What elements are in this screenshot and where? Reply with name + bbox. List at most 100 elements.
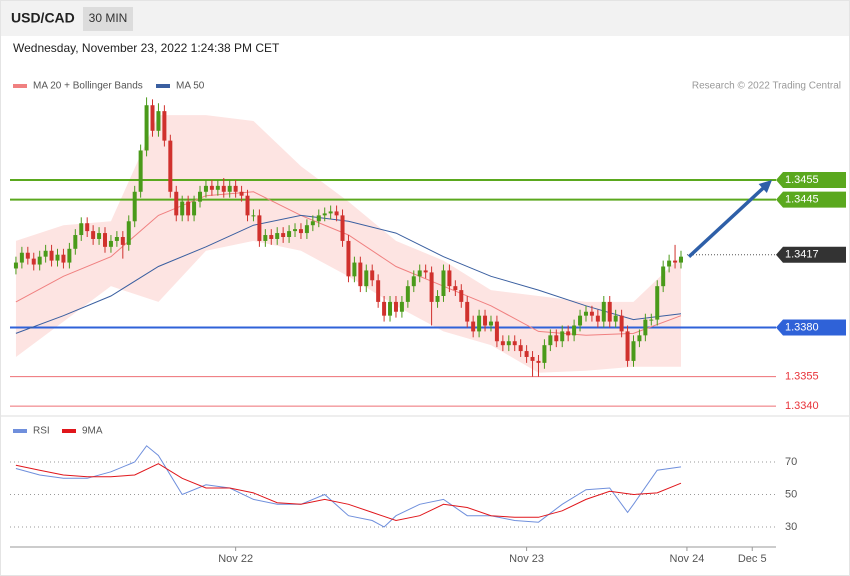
candle-body	[500, 341, 505, 346]
candle-body	[132, 191, 137, 222]
ma-line	[15, 214, 682, 334]
candle-body	[352, 262, 357, 277]
candle-body	[613, 315, 618, 322]
level-tag	[776, 246, 846, 263]
candle-body	[269, 235, 274, 239]
candle-body	[488, 321, 493, 326]
forecast-arrowhead	[758, 179, 772, 193]
candle-body	[61, 254, 66, 263]
candle-body	[328, 211, 333, 214]
candle-body	[506, 341, 511, 346]
candle-body	[678, 256, 683, 263]
x-tick-label: Nov 24	[670, 553, 705, 565]
candle-body	[554, 335, 559, 342]
candle-body	[67, 248, 72, 263]
candle-body	[578, 315, 583, 326]
candle-body	[180, 201, 185, 216]
candle-body	[227, 185, 232, 192]
x-tick-label: Nov 23	[509, 553, 544, 565]
legend-label: MA 50	[176, 81, 205, 92]
legend-label: 9MA	[82, 426, 103, 437]
candle-body	[518, 345, 523, 352]
candle-body	[144, 105, 149, 151]
candle-body	[257, 215, 262, 241]
candle-body	[661, 266, 666, 287]
candle-body	[263, 235, 268, 241]
candle-body	[417, 270, 422, 277]
candle-body	[293, 229, 298, 232]
candle-body	[245, 195, 250, 216]
level-label: 1.3445	[785, 194, 819, 206]
candle-body	[530, 356, 535, 361]
candle-body	[55, 254, 60, 261]
candle-body	[435, 296, 440, 302]
candle-body	[524, 351, 529, 357]
level-label: 1.3455	[785, 174, 819, 186]
candle-body	[625, 331, 630, 361]
level-label: 1.3380	[785, 321, 819, 333]
candle-body	[494, 321, 499, 342]
legend-swatch	[62, 429, 76, 433]
candle-body	[186, 201, 191, 216]
candle-body	[215, 185, 220, 190]
candle-body	[97, 233, 102, 239]
candle-body	[19, 252, 24, 263]
candle-body	[643, 319, 648, 336]
candle-body	[399, 301, 404, 312]
candle-body	[560, 331, 565, 342]
candle-body	[631, 341, 636, 361]
candle-body	[233, 185, 238, 192]
candle-body	[13, 262, 18, 269]
chart-title: USD/CAD	[11, 10, 75, 26]
legend-swatch	[156, 84, 170, 88]
candle-body	[453, 286, 458, 291]
candle-body	[209, 185, 214, 190]
candle-body	[388, 301, 393, 316]
legend-swatch	[13, 84, 27, 88]
timeframe-box	[83, 7, 133, 31]
candle-body	[548, 335, 553, 346]
candle-body	[572, 325, 577, 336]
candle-body	[31, 258, 36, 265]
candle-body	[370, 270, 375, 281]
candle-body	[37, 256, 42, 265]
candle-body	[607, 301, 612, 322]
candle-body	[589, 311, 594, 316]
candle-body	[655, 286, 660, 320]
candle-body	[322, 213, 327, 216]
level-label: 1.3340	[785, 400, 819, 412]
timeframe: 30 MIN	[89, 11, 128, 25]
candle-body	[198, 191, 203, 202]
candle-body	[221, 185, 226, 192]
candle-body	[91, 231, 96, 239]
candle-body	[251, 215, 256, 217]
legend-label: RSI	[33, 426, 50, 437]
candle-body	[595, 315, 600, 322]
candle-body	[583, 311, 588, 316]
candle-body	[275, 233, 280, 239]
rsi-line	[15, 445, 682, 528]
candle-body	[423, 270, 428, 273]
candle-body	[108, 240, 113, 247]
candle-body	[103, 233, 108, 247]
candle-body	[441, 270, 446, 296]
y-tick-label: 70	[785, 456, 797, 468]
candle-body	[168, 140, 173, 192]
candle-body	[667, 260, 672, 267]
x-tick-label: Nov 22	[218, 553, 253, 565]
candle-body	[483, 315, 488, 326]
level-tag	[776, 191, 846, 208]
candle-body	[156, 111, 161, 131]
candle-body	[601, 301, 606, 322]
y-tick-label: 50	[785, 488, 797, 500]
candle-body	[73, 235, 78, 249]
header-bar	[1, 1, 849, 36]
candle-body	[162, 111, 167, 141]
candle-body	[25, 252, 30, 259]
candle-body	[310, 221, 315, 226]
candle-body	[138, 150, 143, 192]
candle-body	[358, 262, 363, 287]
candle-body	[536, 360, 541, 363]
candle-body	[465, 301, 470, 322]
forecast-arrow	[687, 185, 766, 258]
